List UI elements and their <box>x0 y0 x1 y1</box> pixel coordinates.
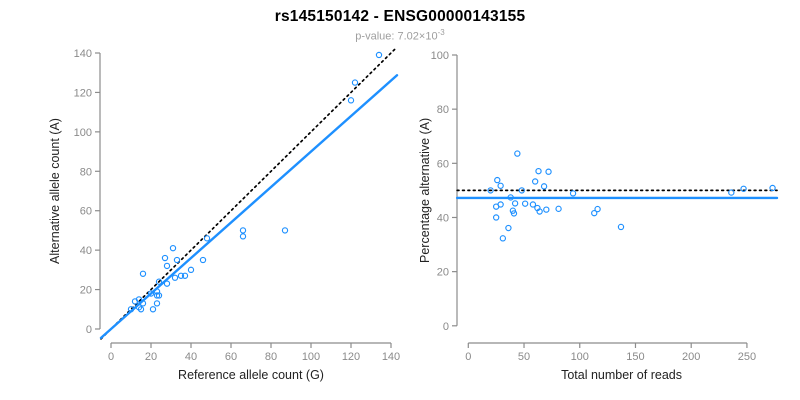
data-point <box>203 235 211 242</box>
data-point <box>569 190 577 197</box>
data-point <box>155 278 163 285</box>
data-point <box>199 256 207 264</box>
y-tick-label: 80 <box>80 166 92 178</box>
x-tick-label: 150 <box>626 351 644 363</box>
data-point <box>127 306 135 313</box>
data-point <box>239 233 247 240</box>
x-tick-label: 0 <box>465 351 471 363</box>
identity-line <box>100 46 398 340</box>
y-axis-title: Percentage alternative (A) <box>418 118 432 263</box>
y-tick-label: 100 <box>431 50 449 62</box>
x-tick-label: 100 <box>571 351 589 363</box>
x-tick-label: 120 <box>342 351 360 363</box>
x-tick-label: 60 <box>225 351 237 363</box>
y-tick-label: 40 <box>437 212 449 224</box>
y-tick-label: 0 <box>86 324 92 336</box>
y-tick-label: 20 <box>80 285 92 297</box>
data-point <box>181 272 189 279</box>
data-point <box>529 201 537 208</box>
data-point <box>351 79 359 86</box>
figure-header: rs145150142 - ENSG00000143155 p-value: 7… <box>0 0 800 43</box>
x-axis-title: Total number of reads <box>561 368 682 382</box>
y-tick-label: 20 <box>437 267 449 279</box>
y-axis-title: Alternative allele count (A) <box>48 118 62 264</box>
page-title: rs145150142 - ENSG00000143155 <box>274 8 526 25</box>
data-point <box>161 254 169 262</box>
data-point <box>155 292 163 299</box>
data-point <box>153 300 161 307</box>
data-point <box>591 209 598 217</box>
y-tick-label: 140 <box>74 48 92 60</box>
data-point <box>187 266 195 274</box>
data-point <box>511 200 519 207</box>
y-tick-label: 120 <box>74 87 92 99</box>
allele-count-scatter-chart: 0 20 40 60 80 100 120 140 0 20 40 60 80 100 120 140 Refe… <box>48 46 400 382</box>
pvalue-text: p-value: 7.02×10 <box>355 30 438 43</box>
data-point <box>594 205 601 213</box>
x-tick-label: 140 <box>382 351 400 363</box>
y-tick-label: 60 <box>437 158 449 170</box>
data-point <box>769 184 776 192</box>
data-point <box>505 224 512 232</box>
pvalue-exponent: -3 <box>437 28 445 37</box>
data-point <box>281 227 289 234</box>
data-point <box>518 187 525 194</box>
data-point <box>535 167 542 175</box>
data-point <box>494 176 501 184</box>
data-point <box>545 168 552 175</box>
data-point <box>492 203 500 210</box>
data-point <box>347 97 355 104</box>
data-point <box>147 290 155 297</box>
data-point <box>139 270 147 277</box>
y-tick-label: 60 <box>80 206 92 218</box>
y-tick-label: 40 <box>80 245 92 257</box>
x-tick-label: 200 <box>682 351 700 363</box>
data-point <box>171 274 179 281</box>
data-point <box>169 244 177 252</box>
data-point <box>177 272 185 279</box>
data-point <box>499 235 507 242</box>
data-point <box>492 214 500 221</box>
data-point <box>163 262 171 270</box>
x-tick-label: 250 <box>738 351 756 363</box>
data-point <box>617 223 625 231</box>
y-tick-label: 80 <box>437 104 449 116</box>
data-point <box>487 187 494 194</box>
x-tick-label: 40 <box>185 351 197 363</box>
data-point <box>531 178 539 185</box>
data-point <box>540 183 548 190</box>
y-tick-label: 0 <box>443 321 449 333</box>
data-point <box>510 210 518 217</box>
data-point <box>740 185 747 192</box>
data-point <box>173 256 181 264</box>
x-tick-label: 100 <box>302 351 320 363</box>
data-point <box>497 182 504 189</box>
data-point <box>507 194 514 201</box>
x-tick-label: 50 <box>518 351 530 363</box>
data-point <box>135 296 143 303</box>
data-point <box>163 280 171 287</box>
data-point <box>239 227 247 234</box>
fit-line <box>99 74 399 340</box>
data-point <box>543 206 550 213</box>
data-point <box>536 208 543 215</box>
percentage-scatter-chart: 0 20 40 60 80 100 0 50 100 150 200 250 Total number … <box>418 50 779 382</box>
data-point <box>153 292 161 299</box>
y-tick-label: 100 <box>74 127 92 139</box>
data-point <box>555 205 562 212</box>
data-point <box>375 51 383 59</box>
pvalue-subtitle: p-value: 7.02×10-3 <box>0 28 800 43</box>
x-tick-label: 20 <box>145 351 157 363</box>
x-axis-title: Reference allele count (G) <box>178 368 324 382</box>
data-point <box>137 306 145 313</box>
data-point <box>139 300 147 307</box>
data-point <box>514 150 521 157</box>
data-point <box>521 200 529 207</box>
data-point <box>728 189 735 196</box>
x-tick-label: 80 <box>265 351 277 363</box>
data-point <box>149 306 157 313</box>
x-tick-label: 0 <box>108 351 114 363</box>
